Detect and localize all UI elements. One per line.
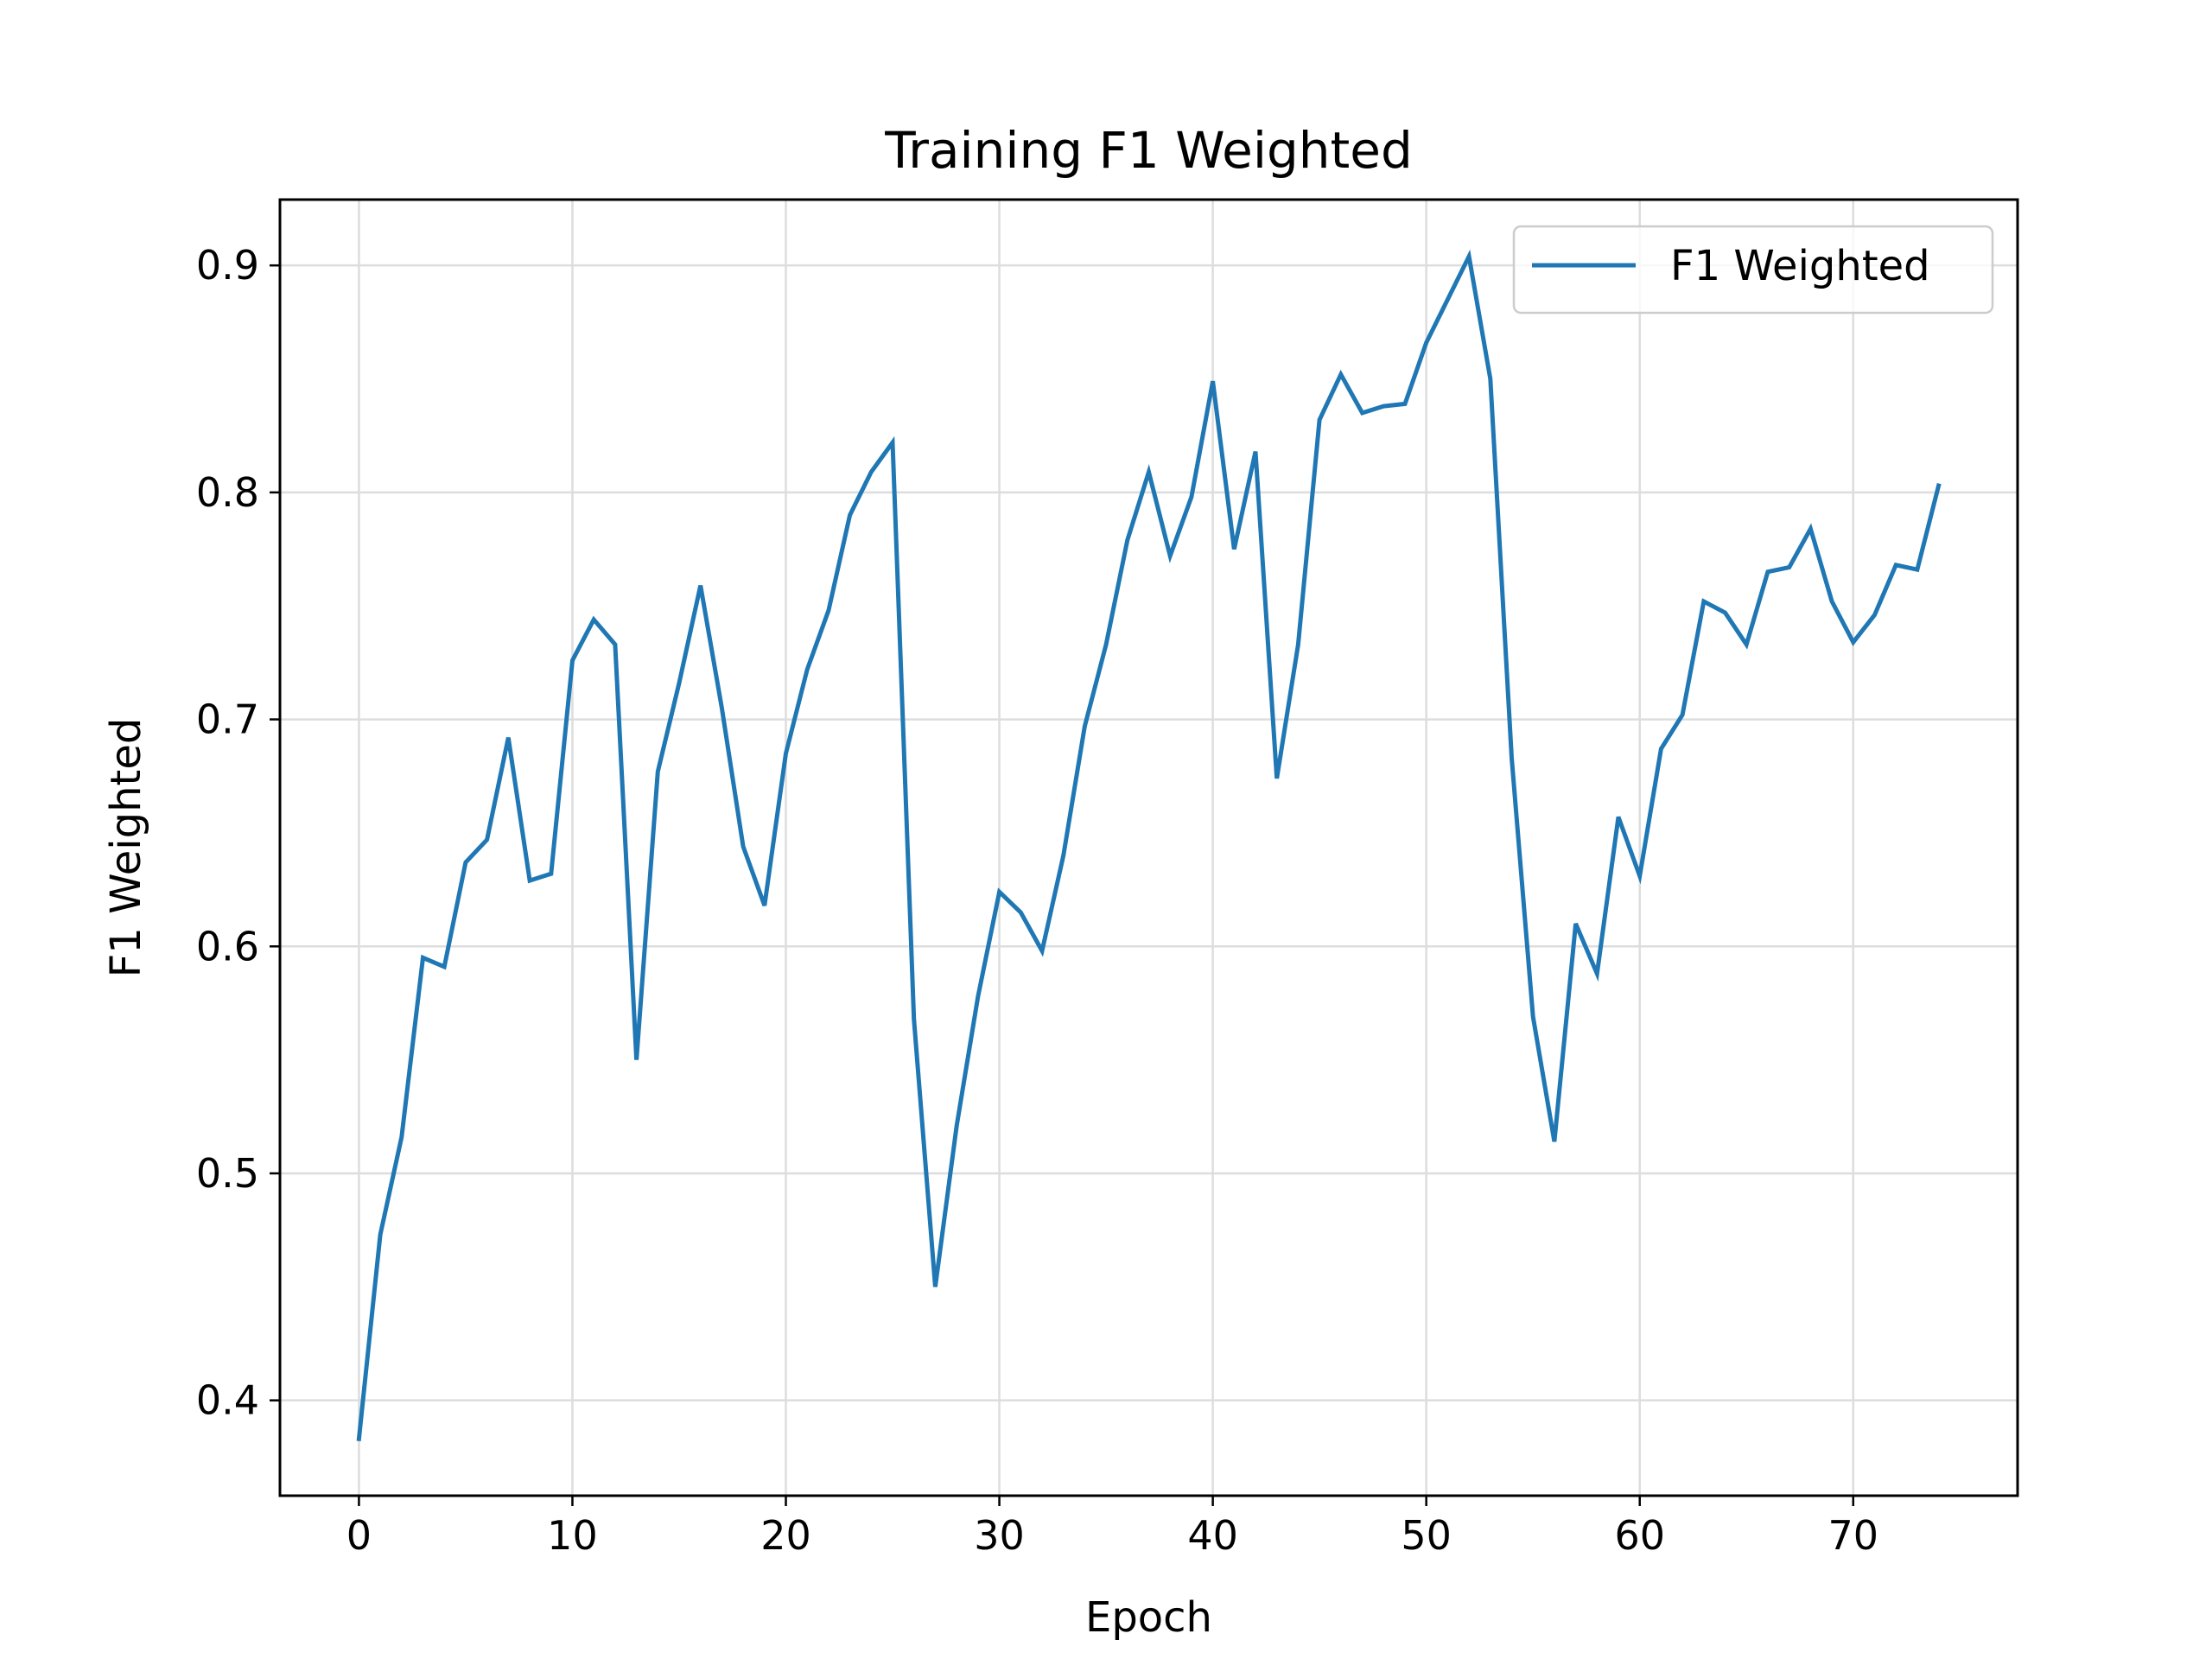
x-tick-label: 30 [974,1512,1025,1559]
y-tick-label: 0.7 [196,696,259,743]
x-tick-label: 0 [346,1512,372,1559]
grid [280,200,2018,1496]
x-tick-label: 40 [1187,1512,1238,1559]
y-tick-label: 0.5 [196,1150,259,1197]
x-tick-label: 60 [1614,1512,1665,1559]
x-tick-label: 20 [760,1512,811,1559]
x-tick-label: 70 [1827,1512,1878,1559]
x-axis-label: Epoch [1085,1593,1212,1642]
legend: F1 Weighted [1512,225,1994,315]
series-layer [356,249,1942,1442]
chart-title: Training F1 Weighted [884,121,1413,180]
y-ticks: 0.4 0.5 0.6 0.7 0.8 0.9 [196,242,280,1424]
y-tick-label: 0.4 [196,1377,259,1424]
y-tick-label: 0.6 [196,923,259,969]
x-ticks: 0 10 20 30 40 50 60 70 [346,1496,1878,1559]
legend-label: F1 Weighted [1670,242,1930,290]
x-tick-label: 50 [1401,1512,1452,1559]
y-axis-label: F1 Weighted [102,718,150,978]
series-line [356,249,1942,1442]
y-tick-label: 0.9 [196,242,259,289]
x-tick-label: 10 [547,1512,598,1559]
legend-box [1512,225,1994,315]
y-tick-label: 0.8 [196,469,259,516]
plot-frame [278,198,2019,1497]
